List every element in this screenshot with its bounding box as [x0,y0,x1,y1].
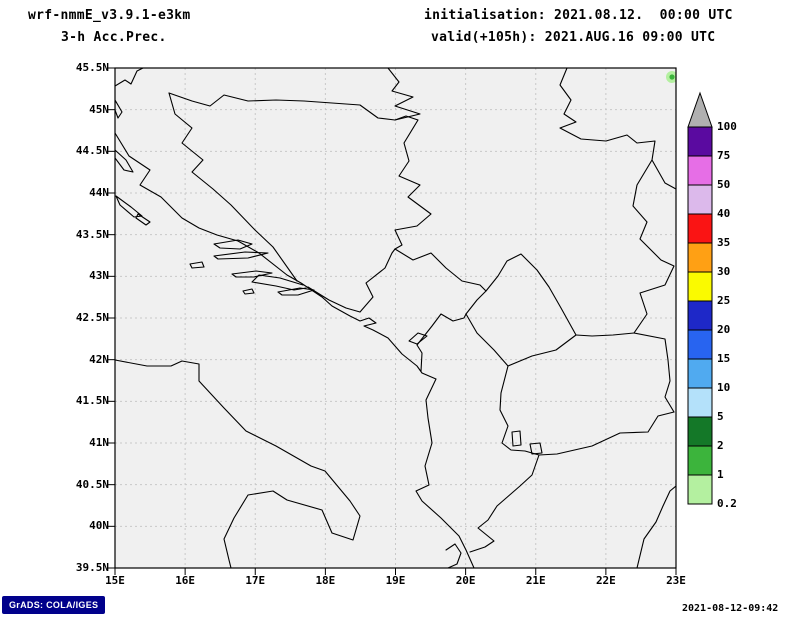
init-time: initialisation: 2021.08.12. 00:00 UTC [424,8,733,23]
lon-tick-label: 21E [525,574,546,587]
lat-tick-label: 41.5N [75,394,109,408]
model-name: wrf-nmmE_v3.9.1-e3km [28,8,191,23]
colorbar-label: 75 [717,149,731,162]
lat-tick-label: 43N [89,269,109,283]
lat-tick-label: 42.5N [75,311,109,324]
colorbar-label: 15 [717,352,731,365]
colorbar-segment [687,329,713,360]
lat-tick-label: 43.5N [75,227,109,241]
border-bih-south [307,286,361,313]
lon-tick-label: 19E [385,574,406,587]
lat-tick-label: 40N [89,519,109,533]
border-macedonia-greece [538,411,675,456]
lon-tick-label: 17E [245,574,266,587]
colorbar-label: 100 [717,120,737,133]
greece-coastline [636,485,676,568]
border-montenegro-albania [416,313,467,372]
timestamp: 2021-08-12-09:42 [682,603,779,614]
colorbar-label: 1 [717,468,724,481]
colorbar-segment [687,300,713,331]
lat-tick-label: 39.5N [75,561,109,574]
border-montenegro-bih [359,248,396,313]
grads-badge: GrADS: COLA/IGES [2,596,106,614]
colorbar-top-triangle [687,91,713,128]
colorbar-segment [687,242,713,273]
lon-tick-label: 22E [595,574,616,587]
border-albania-macedonia [499,365,540,456]
colorbar [687,91,713,505]
coastline-adriatic [115,132,475,568]
border-macedonia-bulgaria [633,332,675,413]
lat-tick-label: 42N [89,352,109,366]
corfu-island [445,543,462,568]
precip-cell-core [669,74,675,80]
colorbar-label: 2 [717,439,724,452]
colorbar-segment [687,358,713,389]
colorbar-segment [687,155,713,186]
lon-tick-label: 15E [105,574,125,587]
border-serbia-macedonia [575,332,635,337]
lat-tick-label: 44N [89,186,109,199]
product-name: 3-h Acc.Prec. [61,30,167,45]
border-slovenia-croatia [115,68,144,87]
border-serbia-bulgaria [632,159,675,334]
precipitation-shading [666,71,676,83]
colorbar-label: 10 [717,381,731,394]
lon-tick-label: 23E [666,574,686,587]
border-drina-bih-serbia [394,115,432,250]
italy-coastline [115,359,361,568]
lon-tick-label: 20E [455,574,476,587]
lakes-ohrid-prespa [511,430,543,455]
lat-tick-label: 44.5N [75,144,109,158]
border-croatia-serbia [387,68,421,121]
colorbar-label: 0.2 [717,497,737,510]
plot-frame [114,67,677,569]
peljesac-peninsula [251,274,307,291]
colorbar-segment [687,271,713,302]
map-outlines [115,68,676,568]
border-sava-bih-north [168,92,396,121]
colorbar-label: 40 [717,207,731,220]
colorbar-segment [687,126,713,157]
dalmatian-islands [115,99,315,296]
colorbar-segment [687,387,713,418]
colorbar-segment [687,445,713,476]
colorbar-label: 30 [717,265,731,278]
lat-tick-label: 40.5N [75,477,109,491]
colorbar-segment [687,416,713,447]
lat-tick-label: 45.5N [75,61,109,74]
border-bih-west [168,92,298,282]
valid-time: valid(+105h): 2021.AUG.16 09:00 UTC [431,30,716,45]
border-montenegro-serbia [394,248,487,292]
kosovo-border [465,253,577,367]
lat-tick-label: 41N [89,436,109,449]
colorbar-label: 20 [717,323,731,336]
colorbar-label: 25 [717,294,731,307]
lon-tick-label: 18E [315,574,336,587]
lake-skadar [408,332,428,345]
colorbar-segment [687,474,713,505]
lat-tick-label: 45N [89,102,109,116]
lon-tick-label: 16E [175,574,196,587]
colorbar-segment [687,184,713,215]
border-serbia-romania-danube [559,68,676,190]
colorbar-label: 35 [717,236,731,249]
colorbar-label: 5 [717,410,724,423]
border-albania-greece [469,454,540,553]
colorbar-segment [687,213,713,244]
colorbar-label: 50 [717,178,731,191]
gridlines [108,67,677,575]
